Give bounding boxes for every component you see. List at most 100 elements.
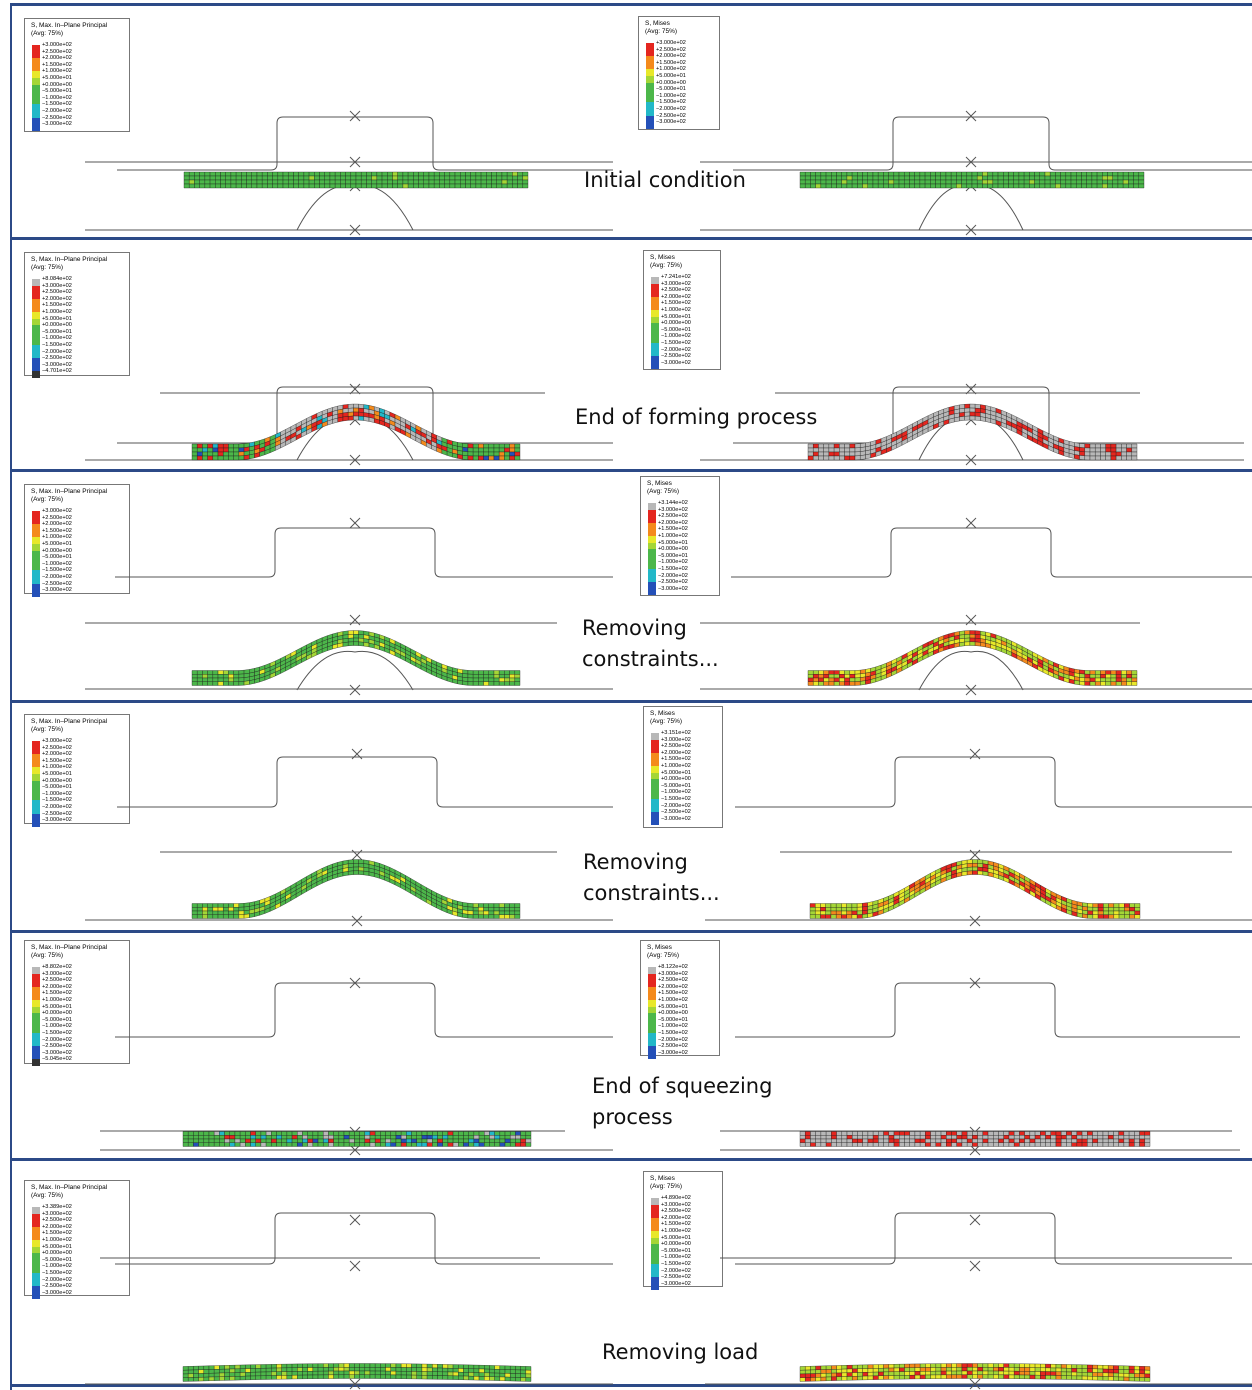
legend-swatch bbox=[32, 747, 40, 755]
legend-value: −3.000e+02 bbox=[42, 817, 72, 824]
mises-stress-legend: S, Mises (Avg: 75%) +3.144e+02 +3.000e+02 +2… bbox=[640, 476, 720, 596]
legend-value: −2.500e+02 bbox=[656, 112, 686, 119]
legend-title-line: (Avg: 75%) bbox=[650, 1182, 683, 1190]
legend-values: +8.122e+02 +3.000e+02 +2.500e+02 +2.000e+02… bbox=[658, 964, 688, 1056]
panel-separator bbox=[10, 469, 1252, 472]
legend-value: +5.000e+01 bbox=[42, 74, 72, 81]
legend-value: −2.000e+02 bbox=[661, 346, 691, 353]
stage-panel bbox=[10, 6, 1252, 240]
legend-value: +1.000e+02 bbox=[658, 532, 688, 539]
legend-swatch bbox=[651, 309, 659, 317]
legend-swatch bbox=[648, 535, 656, 543]
legend-swatch bbox=[32, 741, 40, 748]
principal-stress-legend: S, Max. In–Plane Principal (Avg: 75%) +3.0… bbox=[24, 18, 130, 132]
legend-swatch bbox=[648, 516, 656, 523]
legend-color-scale bbox=[646, 43, 654, 129]
legend-value: −2.000e+02 bbox=[656, 105, 686, 112]
legend-title-line: S, Mises bbox=[650, 710, 675, 717]
mises-stress-legend: S, Mises (Avg: 75%) +4.890e+02 +3.000e+02 +2… bbox=[643, 1171, 723, 1291]
legend-swatch bbox=[648, 1013, 656, 1020]
legend-value: +1.500e+02 bbox=[42, 527, 72, 534]
legend-value: −1.500e+02 bbox=[658, 1029, 688, 1036]
legend-swatch bbox=[651, 779, 659, 786]
legend-value: −4.701e+02 bbox=[42, 368, 72, 375]
legend-swatch bbox=[646, 82, 654, 90]
legend-value: +1.000e+02 bbox=[42, 996, 72, 1003]
legend-value: −3.000e+02 bbox=[661, 359, 691, 366]
legend-value: +3.000e+02 bbox=[661, 1201, 691, 1208]
legend-value: +1.000e+02 bbox=[42, 764, 72, 771]
legend-value: +2.000e+02 bbox=[658, 983, 688, 990]
legend-swatch bbox=[651, 1277, 659, 1284]
mises-stress-legend: S, Mises (Avg: 75%) +8.122e+02 +3.000e+02 +2… bbox=[640, 940, 720, 1060]
legend-title-line: S, Max. In–Plane Principal bbox=[31, 1184, 108, 1191]
legend-value: +1.500e+02 bbox=[661, 756, 691, 763]
legend-swatch bbox=[646, 115, 654, 123]
legend-swatch bbox=[32, 760, 40, 768]
legend-values: +3.151e+02 +3.000e+02 +2.500e+02 +2.000e+02… bbox=[661, 730, 691, 822]
legend-value: −1.500e+02 bbox=[661, 339, 691, 346]
legend-swatch bbox=[32, 58, 40, 65]
legend-title-line: S, Mises bbox=[647, 480, 672, 487]
legend-value: −2.500e+02 bbox=[42, 580, 72, 587]
legend-value: +3.000e+02 bbox=[42, 42, 72, 48]
legend-value: −3.000e+02 bbox=[42, 1049, 72, 1056]
panel-separator bbox=[10, 700, 1252, 703]
legend-title-line: (Avg: 75%) bbox=[31, 495, 64, 503]
legend-value: −1.500e+02 bbox=[661, 1260, 691, 1267]
legend-swatch bbox=[648, 522, 656, 530]
legend-color-scale bbox=[651, 1198, 659, 1291]
legend-swatch bbox=[32, 986, 40, 994]
legend-value: +2.500e+02 bbox=[658, 513, 688, 520]
legend-value: +2.000e+02 bbox=[42, 55, 72, 62]
legend-value: −5.000e+01 bbox=[661, 782, 691, 789]
legend-title-line: (Avg: 75%) bbox=[31, 263, 64, 271]
legend-value: −5.000e+01 bbox=[42, 1016, 72, 1023]
legend-color-scale bbox=[32, 279, 40, 378]
legend-values: +3.000e+02 +2.500e+02 +2.000e+02 +1.500e+02… bbox=[42, 738, 72, 824]
legend-swatch bbox=[32, 45, 40, 52]
legend-swatch bbox=[651, 296, 659, 304]
legend-swatch bbox=[32, 1032, 40, 1040]
legend-value: +1.500e+02 bbox=[42, 990, 72, 997]
legend-color-scale bbox=[32, 1207, 40, 1300]
legend-swatch bbox=[32, 1286, 40, 1293]
legend-value: +2.500e+02 bbox=[42, 1217, 72, 1224]
legend-title-line: S, Mises bbox=[645, 20, 670, 27]
legend-title: S, Mises (Avg: 75%) bbox=[647, 944, 679, 959]
legend-title-line: (Avg: 75%) bbox=[650, 261, 683, 269]
legend-swatch bbox=[648, 542, 656, 550]
legend-swatch bbox=[648, 1026, 656, 1033]
legend-swatch bbox=[651, 1230, 659, 1238]
legend-swatch bbox=[32, 1233, 40, 1240]
legend-swatch bbox=[32, 1266, 40, 1273]
legend-value: −5.000e+01 bbox=[42, 784, 72, 791]
legend-swatch bbox=[646, 95, 654, 103]
legend-value: −5.000e+01 bbox=[661, 326, 691, 333]
panel-separator bbox=[10, 3, 1252, 6]
legend-value: +0.000e+00 bbox=[658, 546, 688, 553]
legend-value: −2.000e+02 bbox=[661, 802, 691, 809]
legend-value: −3.000e+02 bbox=[42, 121, 72, 128]
legend-swatch bbox=[646, 89, 654, 96]
legend-value: −2.000e+02 bbox=[42, 1276, 72, 1283]
legend-title-line: (Avg: 75%) bbox=[31, 951, 64, 959]
principal-stress-legend: S, Max. In–Plane Principal (Avg: 75%) +8.8… bbox=[24, 940, 130, 1066]
legend-swatch bbox=[32, 1046, 40, 1053]
legend-value: +2.000e+02 bbox=[658, 519, 688, 526]
legend-title-line: S, Max. In–Plane Principal bbox=[31, 718, 108, 725]
legend-swatch bbox=[648, 568, 656, 576]
legend-swatch bbox=[651, 290, 659, 297]
legend-swatch bbox=[651, 1244, 659, 1251]
legend-value: −1.000e+02 bbox=[661, 789, 691, 796]
legend-swatch bbox=[32, 780, 40, 788]
legend-swatch bbox=[648, 1032, 656, 1040]
legend-swatch bbox=[651, 1204, 659, 1212]
legend-title-line: (Avg: 75%) bbox=[31, 725, 64, 733]
legend-swatch bbox=[648, 562, 656, 569]
legend-swatch bbox=[651, 733, 659, 740]
legend-values: +8.084e+02 +3.000e+02 +2.500e+02 +2.000e+02… bbox=[42, 276, 72, 375]
legend-value: +0.000e+00 bbox=[42, 777, 72, 784]
legend-title: S, Max. In–Plane Principal (Avg: 75%) bbox=[31, 718, 107, 733]
legend-swatch bbox=[32, 1052, 40, 1060]
